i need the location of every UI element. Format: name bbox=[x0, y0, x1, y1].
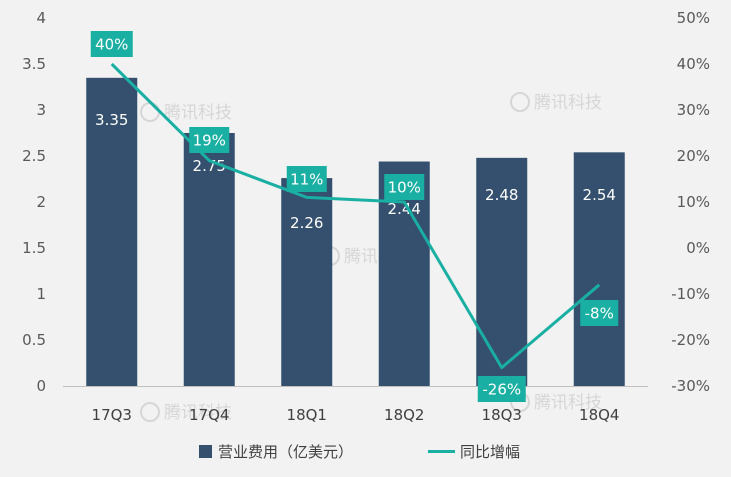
watermark: 腾讯科技 bbox=[510, 92, 602, 113]
bar bbox=[281, 178, 333, 386]
pct-label: 11% bbox=[290, 171, 323, 189]
pct-label: -8% bbox=[585, 305, 614, 323]
pct-label-box bbox=[580, 300, 619, 326]
bar-value-label: 2.75 bbox=[193, 157, 226, 175]
bar bbox=[476, 157, 528, 386]
y-left-tick-label: 0 bbox=[36, 377, 46, 395]
y-left-tick-label: 1 bbox=[36, 285, 46, 303]
y-right-tick-label: 30% bbox=[677, 101, 710, 119]
y-left-tick-label: 2 bbox=[36, 193, 46, 211]
legend-bar-label: 营业费用（亿美元） bbox=[218, 443, 353, 461]
bar-value-label: 2.26 bbox=[290, 214, 323, 232]
y-left-tick-label: 3.5 bbox=[22, 55, 46, 73]
watermark-text: 腾讯科技 bbox=[534, 93, 602, 113]
bar-value-label: 3.35 bbox=[95, 111, 128, 129]
bar-value-label: 2.54 bbox=[583, 186, 616, 204]
bar bbox=[573, 152, 625, 386]
watermark-text: 腾讯科技 bbox=[534, 393, 602, 413]
x-tick-label: 18Q2 bbox=[384, 406, 424, 424]
x-tick-label: 18Q3 bbox=[482, 406, 522, 424]
y-right-tick-label: 0% bbox=[686, 239, 710, 257]
watermark: 腾讯科技 bbox=[140, 402, 232, 423]
pct-label-box bbox=[477, 376, 526, 402]
y-right-tick-label: -10% bbox=[671, 285, 710, 303]
y-right-tick-label: -20% bbox=[671, 331, 710, 349]
x-tick-label: 18Q4 bbox=[579, 406, 619, 424]
pct-label: -26% bbox=[482, 381, 521, 399]
y-left-tick-label: 2.5 bbox=[22, 147, 46, 165]
y-right-tick-label: -30% bbox=[671, 377, 710, 395]
x-tick-label: 17Q3 bbox=[92, 406, 132, 424]
pct-label-box bbox=[90, 31, 133, 57]
bar bbox=[183, 133, 235, 386]
y-left-tick-label: 0.5 bbox=[22, 331, 46, 349]
watermark-logo-icon bbox=[140, 402, 160, 422]
pct-label-box bbox=[384, 174, 425, 200]
bar bbox=[86, 77, 138, 387]
y-right-tick-label: 20% bbox=[677, 147, 710, 165]
watermark-text: 腾讯科技 bbox=[164, 403, 232, 423]
legend-bar-swatch bbox=[199, 445, 212, 458]
pct-label-box bbox=[189, 127, 230, 153]
y-right-tick-label: 50% bbox=[677, 9, 710, 27]
watermark-logo-icon bbox=[140, 102, 160, 122]
x-tick-label: 18Q1 bbox=[287, 406, 327, 424]
bar-value-label: 2.48 bbox=[485, 186, 518, 204]
y-left-tick-label: 1.5 bbox=[22, 239, 46, 257]
y-right-tick-label: 10% bbox=[677, 193, 710, 211]
y-right-tick-label: 40% bbox=[677, 55, 710, 73]
pct-label: 10% bbox=[388, 179, 421, 197]
y-left-tick-label: 3 bbox=[36, 101, 46, 119]
pct-label: 40% bbox=[95, 36, 128, 54]
watermark-logo-icon bbox=[510, 92, 530, 112]
y-left-tick-label: 4 bbox=[36, 9, 46, 27]
pct-label: 19% bbox=[193, 132, 226, 150]
legend-line-label: 同比增幅 bbox=[460, 443, 520, 461]
pct-label-box bbox=[286, 166, 327, 192]
watermark-text: 腾讯科技 bbox=[164, 103, 232, 123]
x-tick-label: 17Q4 bbox=[189, 406, 229, 424]
